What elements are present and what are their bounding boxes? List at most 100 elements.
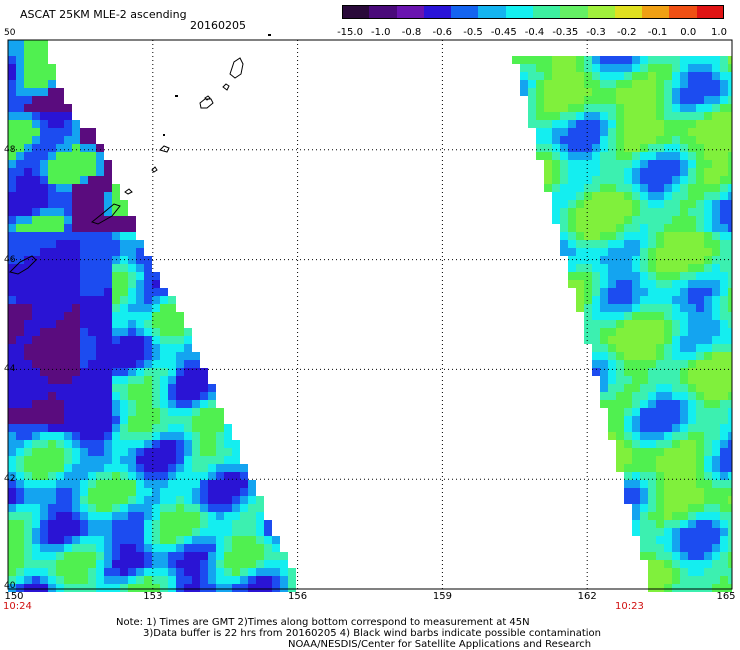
- swath-pixel: [40, 72, 48, 80]
- swath-pixel: [712, 312, 720, 320]
- swath-pixel: [136, 376, 144, 384]
- swath-pixel: [624, 120, 632, 128]
- swath-pixel: [544, 176, 552, 184]
- swath-pixel: [704, 320, 712, 328]
- swath-pixel: [672, 504, 680, 512]
- swath-pixel: [16, 120, 24, 128]
- swath-pixel: [72, 328, 80, 336]
- swath-pixel: [8, 272, 16, 280]
- swath-pixel: [680, 440, 688, 448]
- swath-pixel: [632, 408, 640, 416]
- swath-pixel: [632, 376, 640, 384]
- swath-pixel: [56, 416, 64, 424]
- swath-pixel: [592, 80, 600, 88]
- swath-pixel: [720, 536, 728, 544]
- swath-pixel: [632, 320, 640, 328]
- color-scale-swatch: [642, 5, 670, 19]
- swath-pixel: [72, 128, 80, 136]
- swath-pixel: [96, 464, 104, 472]
- color-scale-border: [342, 5, 724, 19]
- swath-pixel: [232, 504, 240, 512]
- swath-pixel: [608, 128, 616, 136]
- swath-pixel: [608, 240, 616, 248]
- swath-pixel: [48, 512, 56, 520]
- swath-pixel: [16, 264, 24, 272]
- swath-pixel: [24, 352, 32, 360]
- swath-pixel: [600, 184, 608, 192]
- swath-pixel: [680, 224, 688, 232]
- swath-pixel: [32, 392, 40, 400]
- swath-pixel: [200, 512, 208, 520]
- swath-pixel: [16, 184, 24, 192]
- swath-pixel: [704, 424, 712, 432]
- swath-pixel: [200, 544, 208, 552]
- swath-pixel: [656, 496, 664, 504]
- swath-pixel: [8, 88, 16, 96]
- swath-pixel: [688, 192, 696, 200]
- swath-pixel: [712, 152, 720, 160]
- swath-pixel: [224, 504, 232, 512]
- swath-pixel: [200, 576, 208, 584]
- swath-pixel: [576, 64, 584, 72]
- swath-pixel: [704, 416, 712, 424]
- swath-pixel: [72, 160, 80, 168]
- swath-pixel: [560, 72, 568, 80]
- swath-pixel: [720, 248, 728, 256]
- swath-pixel: [232, 552, 240, 560]
- swath-pixel: [8, 384, 16, 392]
- color-scale-label: -0.2: [616, 27, 637, 38]
- swath-pixel: [632, 328, 640, 336]
- swath-pixel: [624, 392, 632, 400]
- swath-pixel: [64, 312, 72, 320]
- swath-pixel: [80, 248, 88, 256]
- swath-pixel: [584, 272, 592, 280]
- swath-pixel: [528, 112, 536, 120]
- swath-pixel: [584, 264, 592, 272]
- swath-pixel: [568, 184, 576, 192]
- swath-pixel: [112, 296, 120, 304]
- swath-pixel: [152, 352, 160, 360]
- swath-pixel: [80, 160, 88, 168]
- swath-pixel: [48, 88, 56, 96]
- swath-pixel: [712, 504, 720, 512]
- swath-pixel: [8, 96, 16, 104]
- swath-pixel: [608, 360, 616, 368]
- swath-pixel: [16, 272, 24, 280]
- swath-pixel: [656, 240, 664, 248]
- swath-pixel: [672, 544, 680, 552]
- swath-pixel: [24, 568, 32, 576]
- swath-pixel: [56, 328, 64, 336]
- swath-pixel: [616, 360, 624, 368]
- swath-pixel: [8, 280, 16, 288]
- swath-pixel: [8, 408, 16, 416]
- swath-pixel: [80, 368, 88, 376]
- swath-pixel: [624, 376, 632, 384]
- swath-pixel: [96, 560, 104, 568]
- swath-pixel: [208, 528, 216, 536]
- swath-pixel: [24, 496, 32, 504]
- swath-pixel: [48, 368, 56, 376]
- swath-pixel: [728, 488, 732, 496]
- swath-pixel: [728, 408, 732, 416]
- swath-pixel: [64, 232, 72, 240]
- swath-pixel: [24, 328, 32, 336]
- swath-pixel: [608, 176, 616, 184]
- swath-pixel: [152, 464, 160, 472]
- swath-pixel: [248, 496, 256, 504]
- swath-pixel: [664, 264, 672, 272]
- swath-pixel: [232, 536, 240, 544]
- swath-pixel: [160, 488, 168, 496]
- swath-pixel: [696, 248, 704, 256]
- swath-pixel: [136, 560, 144, 568]
- swath-pixel: [32, 48, 40, 56]
- swath-pixel: [16, 128, 24, 136]
- swath-pixel: [72, 208, 80, 216]
- swath-pixel: [552, 96, 560, 104]
- swath-pixel: [144, 488, 152, 496]
- swath-pixel: [656, 472, 664, 480]
- swath-pixel: [120, 240, 128, 248]
- swath-pixel: [648, 496, 656, 504]
- swath-pixel: [640, 104, 648, 112]
- swath-pixel: [104, 224, 112, 232]
- swath-pixel: [144, 512, 152, 520]
